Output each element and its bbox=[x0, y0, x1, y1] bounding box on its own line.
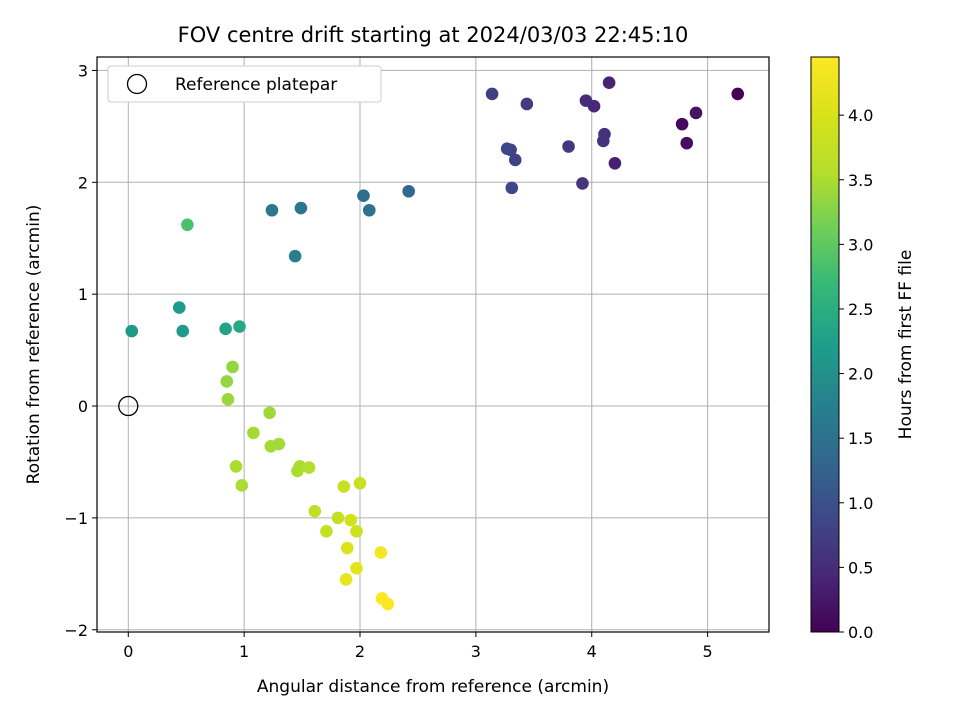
data-point bbox=[362, 203, 376, 217]
data-point bbox=[597, 134, 610, 148]
data-point bbox=[520, 97, 534, 111]
colorbar-tick-label: 0.0 bbox=[848, 623, 873, 642]
data-point bbox=[675, 117, 689, 131]
reference-platepar-marker bbox=[118, 395, 139, 417]
x-tick-label: 0 bbox=[123, 642, 133, 661]
x-tick-label: 1 bbox=[239, 642, 249, 661]
plot-frame bbox=[96, 56, 770, 633]
data-point bbox=[221, 393, 235, 406]
data-point bbox=[331, 511, 345, 525]
data-point bbox=[337, 480, 351, 493]
data-points bbox=[125, 76, 745, 611]
plot-background bbox=[97, 57, 769, 632]
colorbar-tick-label: 2.0 bbox=[848, 365, 873, 384]
data-point bbox=[265, 203, 279, 217]
data-point bbox=[485, 87, 499, 101]
data-point bbox=[350, 561, 363, 575]
data-point bbox=[374, 546, 388, 559]
y-tick-label: −2 bbox=[64, 621, 88, 640]
colorbar: 0.0 0.5 1.0 1.5 2.0 2.5 3.0 3.5 4.0 Hours from f… bbox=[810, 56, 916, 642]
data-point bbox=[288, 249, 302, 263]
x-axis-ticks: 0 1 2 3 4 5 bbox=[123, 632, 713, 661]
x-axis-label: Angular distance from reference (arcmin) bbox=[257, 677, 609, 697]
y-tick-label: 1 bbox=[78, 285, 88, 304]
data-point bbox=[220, 375, 234, 388]
data-point bbox=[340, 541, 354, 555]
data-point bbox=[235, 479, 249, 492]
data-point bbox=[508, 153, 522, 167]
plot-area: 0 1 2 3 4 5 −2 −1 0 1 2 3 bbox=[64, 56, 770, 661]
data-point bbox=[219, 322, 232, 336]
colorbar-tick-label: 1.0 bbox=[848, 494, 873, 513]
data-point bbox=[608, 156, 622, 170]
y-axis-label: Rotation from reference (arcmin) bbox=[24, 205, 44, 485]
data-point bbox=[320, 525, 333, 538]
colorbar-tick-label: 2.5 bbox=[848, 300, 873, 319]
y-tick-label: −1 bbox=[64, 509, 88, 528]
data-point bbox=[689, 106, 703, 120]
data-point bbox=[176, 324, 190, 338]
x-tick-label: 4 bbox=[587, 642, 597, 661]
colorbar-tick-label: 3.5 bbox=[848, 171, 873, 190]
data-point bbox=[272, 437, 286, 451]
data-point bbox=[263, 406, 276, 420]
colorbar-tick-label: 1.5 bbox=[848, 429, 873, 448]
data-point bbox=[500, 142, 514, 156]
data-point bbox=[229, 460, 243, 473]
x-tick-label: 3 bbox=[471, 642, 481, 661]
colorbar-label: Hours from first FF file bbox=[896, 250, 916, 440]
x-tick-label: 5 bbox=[702, 642, 712, 661]
colorbar-ticks: 0.0 0.5 1.0 1.5 2.0 2.5 3.0 3.5 4.0 bbox=[839, 106, 873, 642]
data-point bbox=[181, 218, 194, 232]
data-point bbox=[505, 181, 519, 195]
legend-box bbox=[107, 65, 382, 103]
data-point bbox=[302, 461, 316, 474]
data-point bbox=[562, 140, 575, 153]
data-point bbox=[353, 476, 367, 490]
colorbar-gradient bbox=[811, 57, 839, 632]
data-point bbox=[247, 426, 260, 440]
data-point bbox=[350, 525, 363, 538]
data-point bbox=[226, 360, 239, 374]
legend-open-circle-icon bbox=[126, 73, 148, 95]
y-tick-label: 3 bbox=[78, 61, 88, 80]
legend-label: Reference platepar bbox=[175, 75, 337, 95]
data-point bbox=[339, 573, 353, 586]
chart-title: FOV centre drift starting at 2024/03/03 … bbox=[178, 23, 689, 47]
data-point bbox=[233, 320, 246, 333]
colorbar-tick-label: 4.0 bbox=[848, 106, 873, 125]
legend: Reference platepar bbox=[107, 65, 382, 103]
data-point bbox=[294, 201, 308, 215]
colorbar-frame bbox=[810, 56, 840, 633]
x-tick-label: 2 bbox=[355, 642, 365, 661]
colorbar-tick-label: 3.0 bbox=[848, 235, 873, 254]
data-point bbox=[357, 189, 370, 203]
data-point bbox=[344, 513, 358, 527]
data-point bbox=[579, 94, 593, 107]
data-point bbox=[381, 597, 395, 611]
data-point bbox=[308, 504, 322, 518]
data-point bbox=[402, 184, 415, 198]
data-point bbox=[172, 301, 186, 314]
colorbar-tick-label: 0.5 bbox=[848, 558, 873, 577]
y-axis-ticks: −2 −1 0 1 2 3 bbox=[64, 61, 97, 640]
data-point bbox=[576, 177, 589, 190]
data-point bbox=[602, 76, 616, 90]
data-point bbox=[731, 87, 745, 101]
data-point bbox=[125, 324, 139, 338]
data-point bbox=[293, 460, 307, 473]
data-point bbox=[680, 136, 694, 150]
y-tick-label: 0 bbox=[78, 397, 88, 416]
y-tick-label: 2 bbox=[78, 173, 88, 192]
